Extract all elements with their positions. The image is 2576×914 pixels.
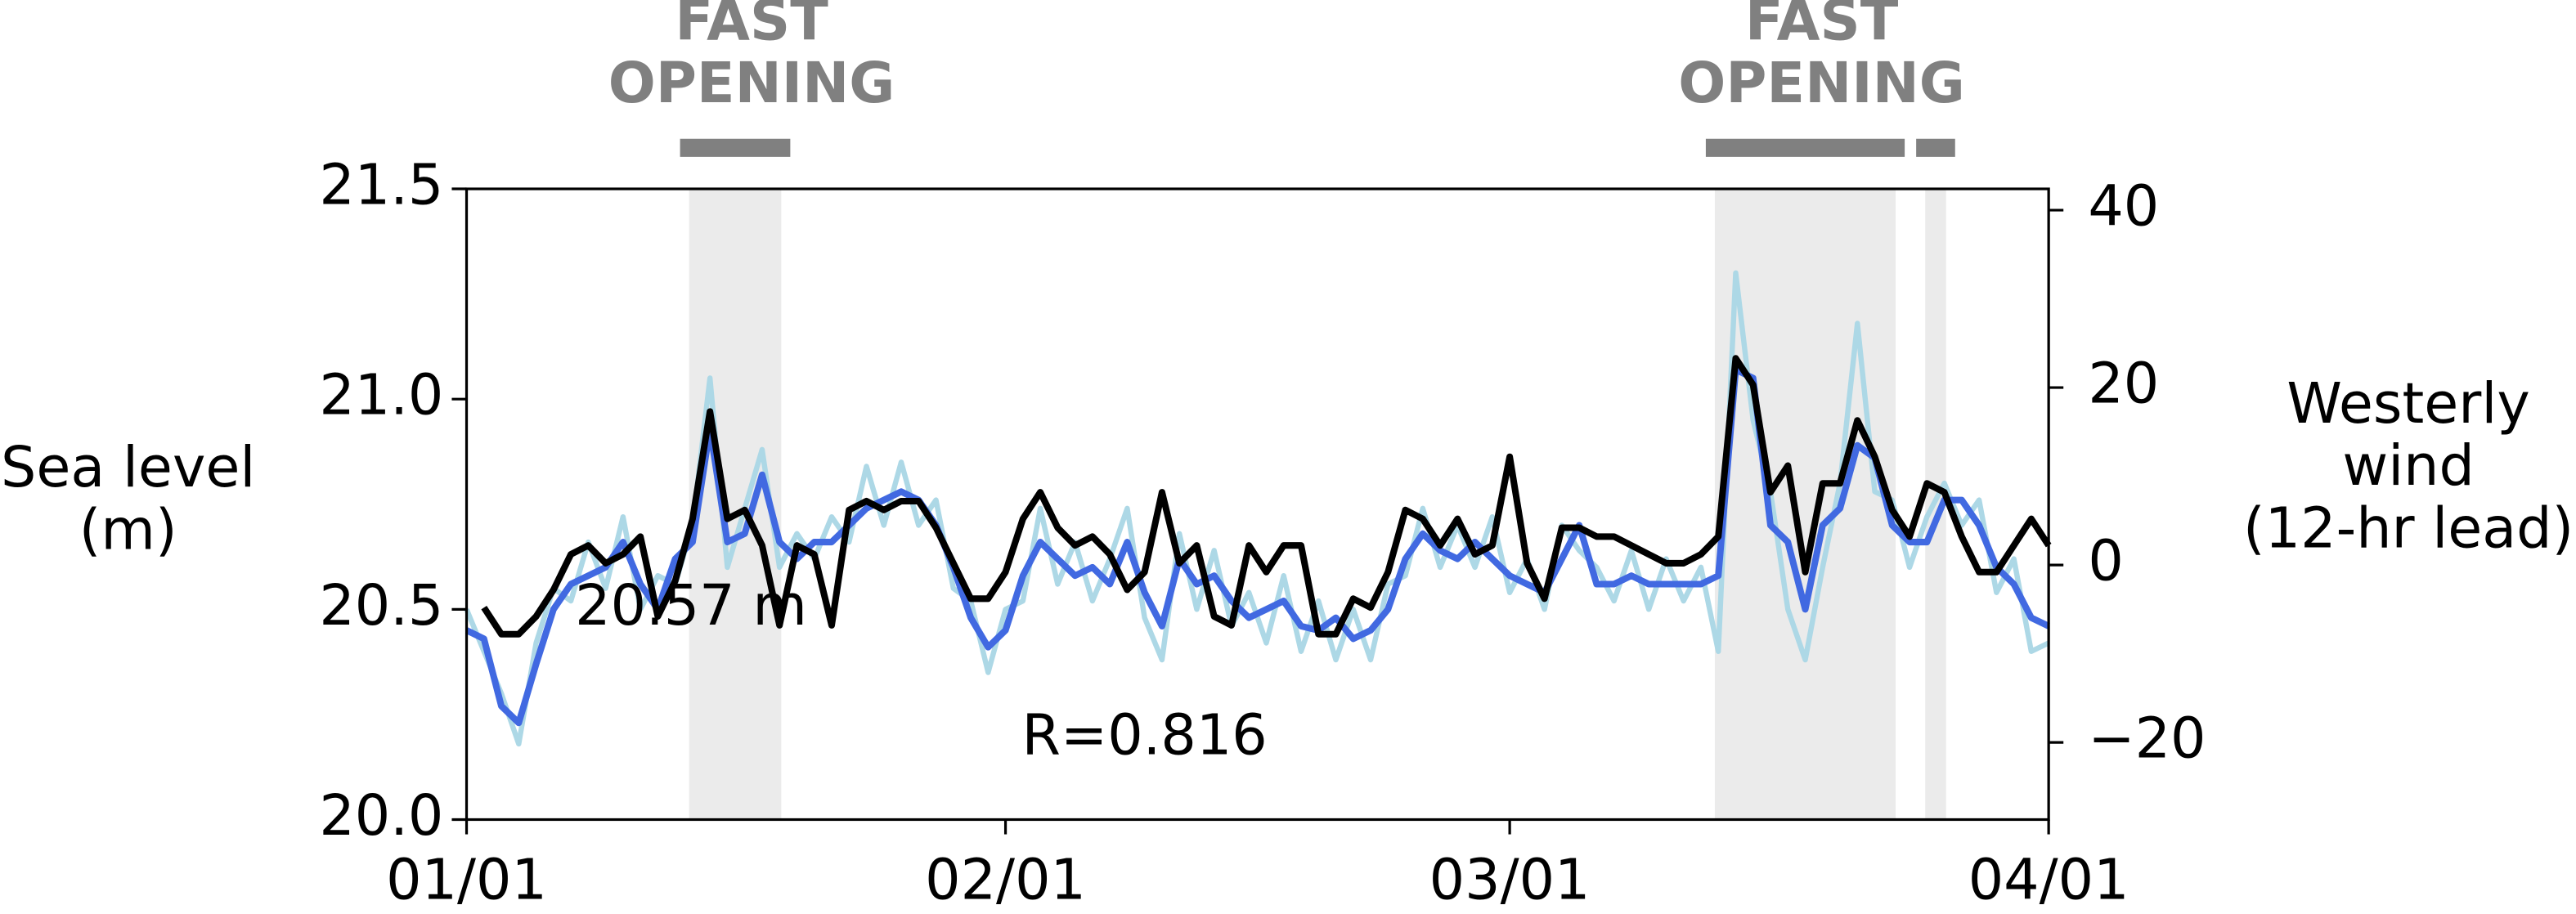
y-tick-label: 21.0 — [319, 364, 443, 428]
span-label: OPENING — [608, 52, 895, 116]
annotation: 20.57 m — [575, 574, 807, 638]
span-label: FAST — [675, 0, 828, 54]
plot-frame — [464, 187, 2050, 822]
y2-tick-label: 20 — [2088, 352, 2159, 417]
y-tick-label: 20.5 — [319, 574, 443, 638]
series-line — [464, 270, 2050, 747]
x-tick-label: 04/01 — [1968, 848, 2129, 912]
y2-axis-label: (12-hr lead) — [2243, 496, 2574, 561]
y-axis-label: (m) — [79, 498, 177, 562]
series-line — [464, 366, 2050, 727]
span-label: FAST — [1745, 0, 1899, 54]
x-tick-label: 03/01 — [1429, 848, 1591, 912]
y2-axis-label: Westerly — [2287, 372, 2529, 437]
series-line — [481, 355, 2052, 638]
y2-axis-label: wind — [2342, 434, 2474, 499]
x-tick-label: 01/01 — [386, 848, 547, 912]
y2-tick-label: −20 — [2088, 707, 2206, 772]
y-tick-label: 20.0 — [319, 784, 443, 849]
y-tick-label: 21.5 — [319, 154, 443, 218]
annotation: R=0.816 — [1022, 704, 1268, 768]
x-tick-label: 02/01 — [925, 848, 1086, 912]
y-axis-label: Sea level — [1, 436, 255, 500]
shaded-span — [689, 189, 782, 820]
span-label: OPENING — [1678, 52, 1965, 116]
y2-tick-label: 40 — [2088, 175, 2159, 240]
y2-tick-label: 0 — [2088, 530, 2123, 594]
shaded-span — [1714, 189, 1896, 820]
